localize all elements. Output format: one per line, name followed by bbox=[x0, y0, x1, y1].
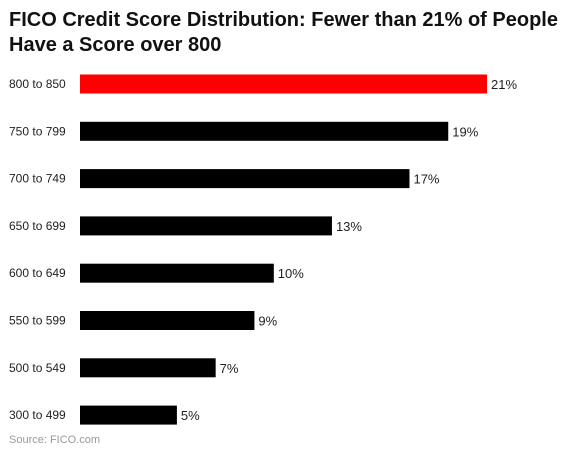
bar bbox=[80, 169, 410, 189]
category-label: 600 to 649 bbox=[9, 266, 66, 280]
source-note: Source: FICO.com bbox=[9, 434, 101, 446]
category-label: 300 to 499 bbox=[9, 408, 66, 422]
value-label: 17% bbox=[413, 172, 439, 187]
value-label: 13% bbox=[336, 219, 362, 234]
value-label: 9% bbox=[258, 314, 277, 329]
category-label: 750 to 799 bbox=[9, 124, 66, 138]
category-label: 800 to 850 bbox=[9, 77, 66, 91]
value-label: 5% bbox=[181, 408, 200, 423]
bar bbox=[80, 311, 255, 330]
bar bbox=[80, 74, 487, 94]
category-label: 550 to 599 bbox=[9, 314, 66, 328]
category-label: 700 to 749 bbox=[9, 172, 66, 186]
category-label: 650 to 699 bbox=[9, 219, 66, 233]
bar bbox=[80, 121, 449, 141]
value-label: 10% bbox=[278, 266, 304, 281]
bar bbox=[80, 263, 274, 283]
value-label: 7% bbox=[220, 361, 239, 376]
category-label: 500 to 549 bbox=[9, 361, 66, 375]
bar bbox=[80, 216, 332, 236]
value-label: 21% bbox=[491, 77, 517, 92]
bar bbox=[80, 358, 216, 378]
chart-title: FICO Credit Score Distribution: Fewer th… bbox=[9, 9, 558, 56]
value-label: 19% bbox=[452, 124, 478, 139]
bar bbox=[80, 405, 177, 425]
